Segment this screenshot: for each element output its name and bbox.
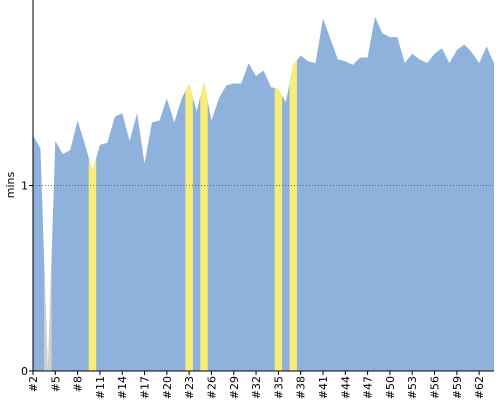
area xyxy=(33,16,494,371)
highlight-band xyxy=(88,157,97,371)
x-tick-label: #20 xyxy=(161,376,174,399)
highlight-band xyxy=(274,88,283,372)
highlight-band xyxy=(185,83,193,371)
x-tick-label: #26 xyxy=(205,376,218,399)
x-tick-label: #17 xyxy=(139,376,152,399)
x-tick-label: #2 xyxy=(27,376,40,392)
x-tick-label: #53 xyxy=(406,376,419,399)
x-tick-label: #62 xyxy=(473,376,486,399)
x-tick-label: #41 xyxy=(317,376,330,399)
x-tick-label: #35 xyxy=(272,376,285,399)
x-tick-label: #38 xyxy=(295,376,308,399)
x-tick-label: #32 xyxy=(250,376,263,399)
x-tick-label: #50 xyxy=(384,376,397,399)
x-tick-label: #11 xyxy=(94,376,107,399)
highlight-band xyxy=(44,255,52,371)
y-axis-label: mins xyxy=(4,171,17,198)
x-tick-label: #47 xyxy=(362,376,375,399)
x-tick-label: #14 xyxy=(116,376,129,399)
highlight-band xyxy=(289,60,297,371)
x-tick-label: #23 xyxy=(183,376,196,399)
x-tick-label: #8 xyxy=(72,376,85,392)
y-tick-label: 1 xyxy=(21,180,28,193)
x-tick-label: #5 xyxy=(49,376,62,392)
y-tick-label: 0 xyxy=(21,365,28,378)
x-tick-label: #59 xyxy=(451,376,464,399)
highlight-band xyxy=(200,81,208,372)
x-tick-label: #56 xyxy=(429,376,442,399)
x-tick-label: #44 xyxy=(339,376,352,399)
x-tick-label: #29 xyxy=(228,376,241,399)
